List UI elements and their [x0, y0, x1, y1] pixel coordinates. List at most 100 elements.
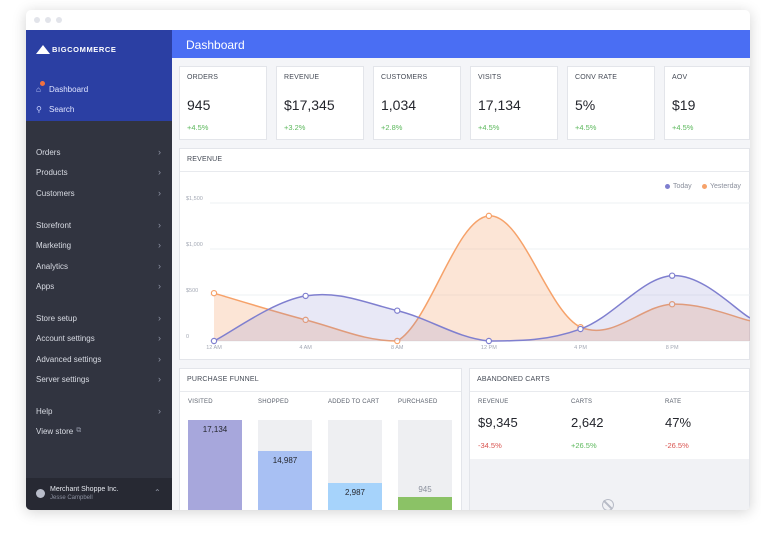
sidebar-link-dashboard[interactable]: ⌂ Dashboard — [36, 81, 88, 94]
sidebar-item-server-settings[interactable]: Server settings › — [36, 374, 161, 384]
sidebar-item-marketing[interactable]: Marketing › — [36, 240, 161, 250]
abandoned-title: ABANDONED CARTS — [477, 376, 550, 383]
abandoned-revenue-change: -34.5% — [478, 441, 502, 450]
merchant-name: Merchant Shoppe Inc. — [50, 486, 119, 493]
legend-item-today[interactable]: Today — [665, 183, 692, 190]
chevron-right-icon: › — [158, 374, 161, 384]
y-tick-label: 0 — [186, 334, 190, 340]
abandoned-rate-value: 47% — [665, 415, 692, 430]
stat-card-revenue[interactable]: REVENUE $17,345 +3.2% — [276, 66, 364, 140]
x-tick-label: 12 PM — [480, 345, 497, 351]
y-tick-label: $500 — [186, 288, 199, 294]
stat-card-customers[interactable]: CUSTOMERS 1,034 +2.8% — [373, 66, 461, 140]
abandoned-carts-change: +26.5% — [571, 441, 597, 450]
stat-card-orders[interactable]: ORDERS 945 +4.5% — [179, 66, 267, 140]
home-icon: ⌂ — [36, 81, 46, 94]
abandoned-carts-card: ABANDONED CARTS REVENUE CARTS RATE $9,34… — [469, 368, 750, 510]
abandoned-carts-value: 2,642 — [571, 415, 604, 430]
sidebar-item-help[interactable]: Help › — [36, 406, 161, 416]
funnel-column-purchased[interactable]: 945 — [398, 420, 452, 510]
chevron-right-icon: › — [158, 147, 161, 157]
funnel-bar — [188, 420, 242, 510]
legend-swatch-yesterday — [702, 184, 707, 189]
series-area-today — [214, 275, 750, 341]
abandoned-rate-change: -26.5% — [665, 441, 689, 450]
sidebar-item-customers[interactable]: Customers › — [36, 188, 161, 198]
chevron-right-icon: › — [158, 261, 161, 271]
x-tick-label: 8 AM — [390, 345, 404, 351]
page-title: Dashboard — [186, 38, 245, 52]
data-point-today[interactable] — [302, 292, 309, 300]
page-header: Dashboard — [172, 30, 750, 58]
no-data-icon — [602, 499, 614, 510]
chevron-right-icon: › — [158, 313, 161, 323]
external-link-icon: ⧉ — [76, 427, 82, 434]
bigcommerce-logo-icon — [36, 45, 50, 54]
series-area-yesterday — [214, 215, 750, 341]
funnel-bar — [258, 451, 312, 510]
data-point-yesterday[interactable] — [210, 289, 218, 297]
sidebar-item-account-settings[interactable]: Account settings › — [36, 333, 161, 343]
sidebar-link-search[interactable]: ⚲ Search — [36, 105, 75, 114]
search-icon: ⚲ — [36, 105, 42, 114]
brand-logo[interactable]: BIGCOMMERCE — [36, 45, 117, 54]
chevron-right-icon: › — [158, 240, 161, 250]
stat-card-aov[interactable]: AOV $19 +4.5% — [664, 66, 750, 140]
user-icon — [36, 489, 45, 498]
legend-swatch-today — [665, 184, 670, 189]
purchase-funnel-card: PURCHASE FUNNEL VISITED SHOPPED ADDED TO… — [179, 368, 462, 510]
chevron-right-icon: › — [158, 220, 161, 230]
data-point-today[interactable] — [210, 337, 218, 345]
sidebar-item-advanced-settings[interactable]: Advanced settings › — [36, 354, 161, 364]
funnel-value: 17,134 — [202, 425, 228, 434]
sidebar-item-view-store[interactable]: View store ⧉ — [36, 426, 82, 436]
funnel-column-added-to-cart[interactable]: 2,987 — [328, 420, 382, 510]
chevron-right-icon: › — [158, 167, 161, 177]
chevron-right-icon: › — [158, 406, 161, 416]
funnel-bar — [398, 497, 452, 510]
data-point-today[interactable] — [668, 272, 676, 279]
chevron-right-icon: › — [158, 281, 161, 291]
notification-badge — [40, 81, 45, 86]
window-titlebar — [26, 10, 750, 30]
chevron-right-icon: › — [158, 333, 161, 343]
funnel-title: PURCHASE FUNNEL — [187, 376, 259, 383]
data-point-yesterday[interactable] — [302, 316, 309, 324]
legend-item-yesterday[interactable]: Yesterday — [702, 183, 741, 190]
data-point-yesterday[interactable] — [485, 212, 493, 220]
sidebar-item-analytics[interactable]: Analytics › — [36, 261, 161, 271]
chevron-up-icon: ⌃ — [154, 488, 161, 497]
sidebar-item-store-setup[interactable]: Store setup › — [36, 313, 161, 323]
chevron-right-icon: › — [158, 188, 161, 198]
sidebar-item-apps[interactable]: Apps › — [36, 281, 161, 291]
stat-card-visits[interactable]: VISITS 17,134 +4.5% — [470, 66, 558, 140]
funnel-column-visited[interactable]: 17,134 — [188, 420, 242, 510]
data-point-today[interactable] — [394, 307, 401, 314]
app-window: BIGCOMMERCE ⌂ Dashboard ⚲ Search Orders ›… — [26, 10, 750, 510]
x-tick-label: 8 PM — [665, 345, 679, 351]
data-point-today[interactable] — [577, 325, 584, 333]
user-name: Jesse Campbell — [50, 495, 93, 501]
funnel-value: 945 — [418, 485, 432, 494]
revenue-chart-card: REVENUE Today Yesterday 0 $500 $1,000 $1… — [179, 148, 750, 360]
y-tick-label: $1,000 — [186, 242, 203, 248]
sidebar-item-orders[interactable]: Orders › — [36, 147, 161, 157]
sidebar: BIGCOMMERCE ⌂ Dashboard ⚲ Search Orders ›… — [26, 30, 172, 510]
funnel-value: 2,987 — [344, 488, 366, 497]
data-point-yesterday[interactable] — [668, 300, 676, 308]
data-point-yesterday[interactable] — [394, 337, 401, 345]
abandoned-revenue-value: $9,345 — [478, 415, 518, 430]
funnel-bar — [328, 483, 382, 510]
x-tick-label: 12 AM — [206, 345, 222, 351]
funnel-column-shopped[interactable]: 14,987 — [258, 420, 312, 510]
account-switcher[interactable]: Merchant Shoppe Inc. Jesse Campbell ⌃ — [26, 478, 172, 510]
window-dot-maximize[interactable] — [56, 17, 62, 23]
window-dot-close[interactable] — [34, 17, 40, 23]
sidebar-item-products[interactable]: Products › — [36, 167, 161, 177]
sidebar-item-storefront[interactable]: Storefront › — [36, 220, 161, 230]
window-dot-minimize[interactable] — [45, 17, 51, 23]
revenue-chart — [210, 202, 750, 345]
stat-card-conv-rate[interactable]: CONV RATE 5% +4.5% — [567, 66, 655, 140]
chart-title: REVENUE — [187, 156, 223, 163]
data-point-today[interactable] — [485, 337, 493, 345]
